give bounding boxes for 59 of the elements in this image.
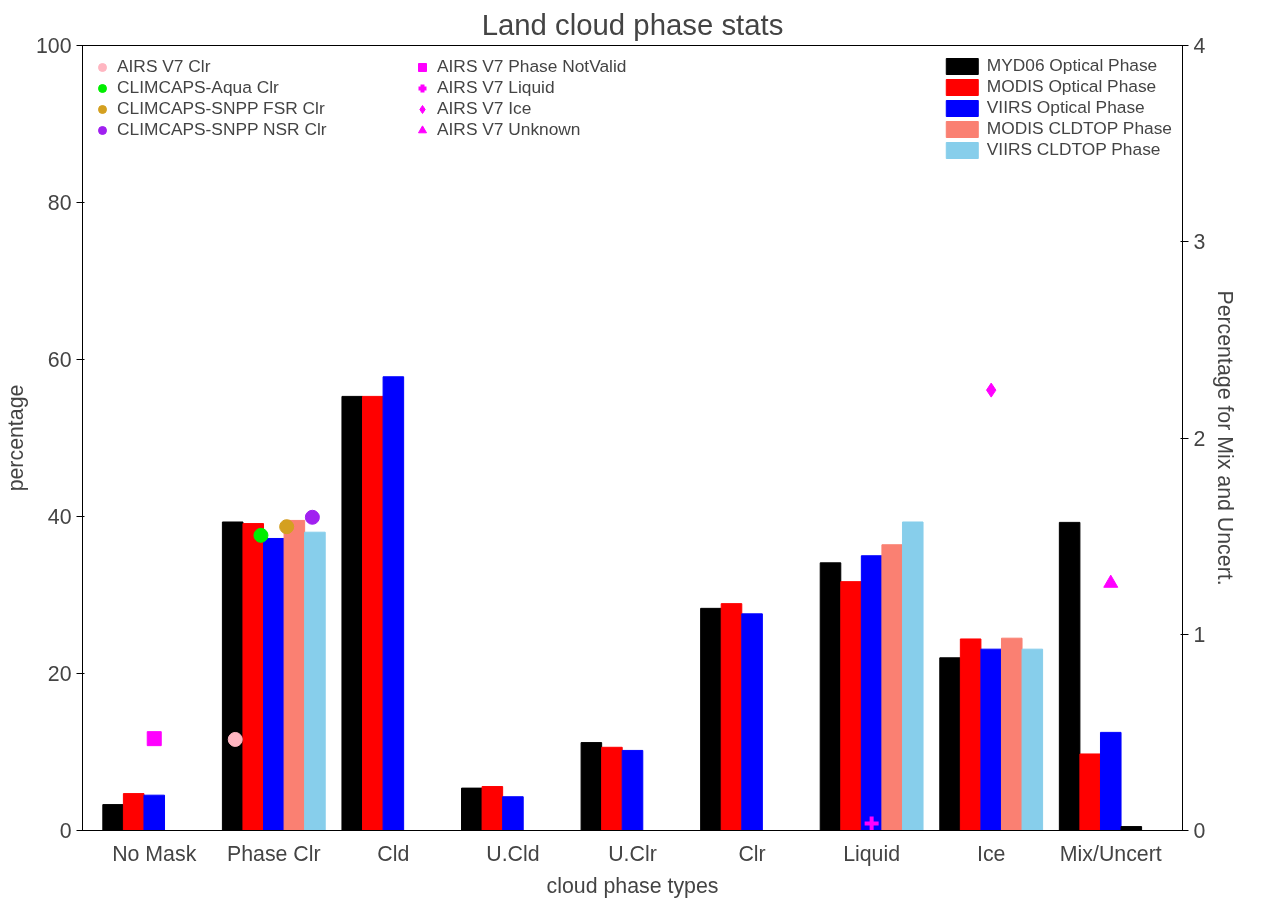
bar [362, 395, 384, 831]
x-tick-label: Phase Clr [226, 841, 321, 866]
y-tick-label: 20 [47, 662, 72, 686]
y-tick-label: 0 [59, 819, 72, 843]
bar [901, 521, 924, 831]
bar [1000, 637, 1023, 831]
y-axis-title: percentage [3, 384, 28, 492]
legend-label: MYD06 Optical Phase [986, 55, 1158, 76]
x-tick-label: No Mask [112, 841, 197, 866]
legend-label: VIIRS Optical Phase [986, 97, 1145, 118]
bar [502, 796, 524, 831]
chart-title: Land cloud phase stats [481, 7, 784, 41]
bar [304, 531, 326, 831]
x-axis-title: cloud phase types [546, 873, 719, 898]
bar [242, 523, 265, 831]
legend-label: AIRS V7 Ice [437, 98, 532, 119]
legend-label: CLIMCAPS-Aqua Clr [117, 77, 279, 98]
bar [382, 376, 405, 831]
bar [840, 581, 862, 831]
legend-label: AIRS V7 Unknown [437, 119, 581, 140]
y-tick-label: 80 [47, 191, 72, 215]
legend-label: CLIMCAPS-SNPP NSR Clr [117, 119, 327, 140]
legend-label: VIIRS CLDTOP Phase [986, 139, 1161, 160]
bar [881, 544, 903, 831]
bar [959, 638, 982, 831]
bar [720, 603, 743, 831]
y2-tick-label: 2 [1193, 426, 1206, 451]
bar [741, 613, 763, 831]
y-tick-label: 60 [47, 348, 72, 372]
bar [621, 749, 644, 831]
bar [1021, 648, 1044, 831]
x-tick-label: U.Clr [608, 841, 657, 866]
y-tick-label: 40 [47, 505, 72, 529]
y2-tick-label: 3 [1193, 230, 1206, 255]
legend-label: MODIS Optical Phase [986, 76, 1157, 97]
y2-tick-label: 0 [1193, 819, 1206, 843]
y2-tick-label: 4 [1193, 34, 1206, 58]
bar [122, 793, 145, 831]
legend-label: CLIMCAPS-SNPP FSR Clr [117, 98, 325, 119]
bar [601, 746, 623, 831]
y2-axis-title: Percentage for Mix and Uncert. [1213, 290, 1238, 586]
bar [860, 555, 883, 831]
x-tick-label: Liquid [843, 841, 901, 866]
x-tick-label: Cld [377, 841, 410, 866]
x-tick-label: Mix/Uncert [1059, 841, 1162, 866]
legend-label: AIRS V7 Liquid [437, 77, 555, 98]
x-tick-label: Clr [738, 841, 766, 866]
bar [143, 794, 166, 831]
y2-tick-label: 1 [1193, 622, 1206, 647]
bar [980, 648, 1002, 831]
x-tick-label: Ice [976, 841, 1006, 866]
bar [263, 537, 285, 831]
legend-label: AIRS V7 Clr [117, 56, 211, 77]
legend-label: MODIS CLDTOP Phase [986, 118, 1172, 139]
bar [283, 519, 306, 831]
bar [481, 786, 504, 831]
x-tick-label: U.Cld [486, 841, 540, 866]
y-tick-label: 100 [35, 34, 72, 58]
legend-label: AIRS V7 Phase NotValid [437, 56, 627, 77]
